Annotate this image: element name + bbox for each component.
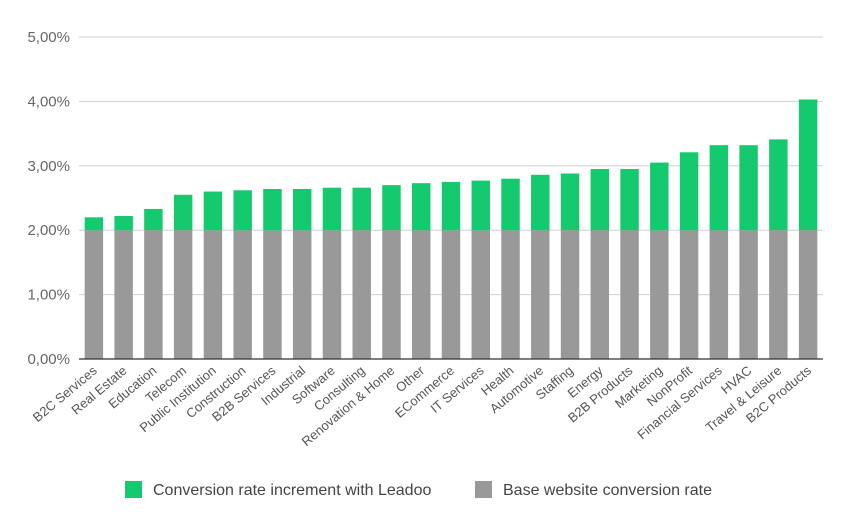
bar-base	[590, 230, 610, 359]
bar-base	[203, 230, 223, 359]
bar-increment	[84, 217, 104, 231]
bar-increment	[620, 169, 639, 231]
bar-increment	[590, 169, 610, 231]
y-tick-label: 2,00%	[27, 222, 70, 239]
bar-base	[382, 230, 401, 359]
bar-increment	[114, 216, 133, 231]
legend-swatch	[125, 481, 142, 498]
bar-base	[798, 230, 818, 359]
bar-increment	[233, 190, 252, 231]
bar-increment	[739, 145, 758, 231]
bar-increment	[412, 183, 431, 231]
bar-increment	[382, 185, 401, 231]
bar-increment	[471, 180, 490, 231]
bar-increment	[679, 152, 699, 231]
bar-base	[650, 230, 669, 359]
legend-swatch	[475, 481, 492, 498]
bar-base	[501, 230, 520, 359]
bar-increment	[263, 188, 282, 231]
legend: Conversion rate increment with Leadoo Bas…	[125, 481, 712, 499]
bar-increment	[560, 173, 580, 231]
bar-base	[471, 230, 490, 359]
y-tick-label: 5,00%	[27, 29, 70, 46]
bar-base	[263, 230, 282, 359]
bar-base	[441, 230, 461, 359]
legend-label: Base website conversion rate	[503, 482, 712, 499]
grid-lines	[79, 36, 823, 296]
bar-base	[620, 230, 639, 359]
y-tick-label: 0,00%	[27, 351, 70, 368]
bar-increment	[769, 139, 788, 231]
y-tick-label: 1,00%	[27, 287, 70, 304]
bar-increment	[531, 174, 550, 231]
bar-base	[84, 230, 104, 359]
bar-increment	[709, 145, 729, 231]
bar-base	[292, 230, 312, 359]
bar-base	[173, 230, 193, 359]
bar-increment	[650, 162, 669, 231]
bar-base	[709, 230, 729, 359]
bar-base	[560, 230, 580, 359]
bar-base	[769, 230, 788, 359]
bar-increment	[292, 188, 312, 231]
bar-increment	[798, 99, 818, 231]
bars	[84, 99, 818, 359]
bar-base	[233, 230, 252, 359]
bar-base	[739, 230, 758, 359]
legend-label: Conversion rate increment with Leadoo	[153, 482, 431, 499]
bar-increment	[441, 181, 461, 231]
bar-increment	[144, 208, 163, 231]
bar-increment	[352, 187, 371, 231]
bar-base	[114, 230, 133, 359]
bar-increment	[173, 194, 193, 231]
y-tick-label: 3,00%	[27, 158, 70, 175]
bar-base	[412, 230, 431, 359]
bar-base	[352, 230, 371, 359]
bar-base	[322, 230, 342, 359]
bar-base	[679, 230, 699, 359]
bar-base	[144, 230, 163, 359]
y-tick-label: 4,00%	[27, 93, 70, 110]
bar-increment	[501, 178, 520, 231]
bar-increment	[203, 191, 223, 231]
bar-base	[531, 230, 550, 359]
y-axis: 0,00% 1,00% 2,00% 3,00% 4,00% 5,00%	[27, 29, 70, 368]
bar-increment	[322, 187, 342, 231]
